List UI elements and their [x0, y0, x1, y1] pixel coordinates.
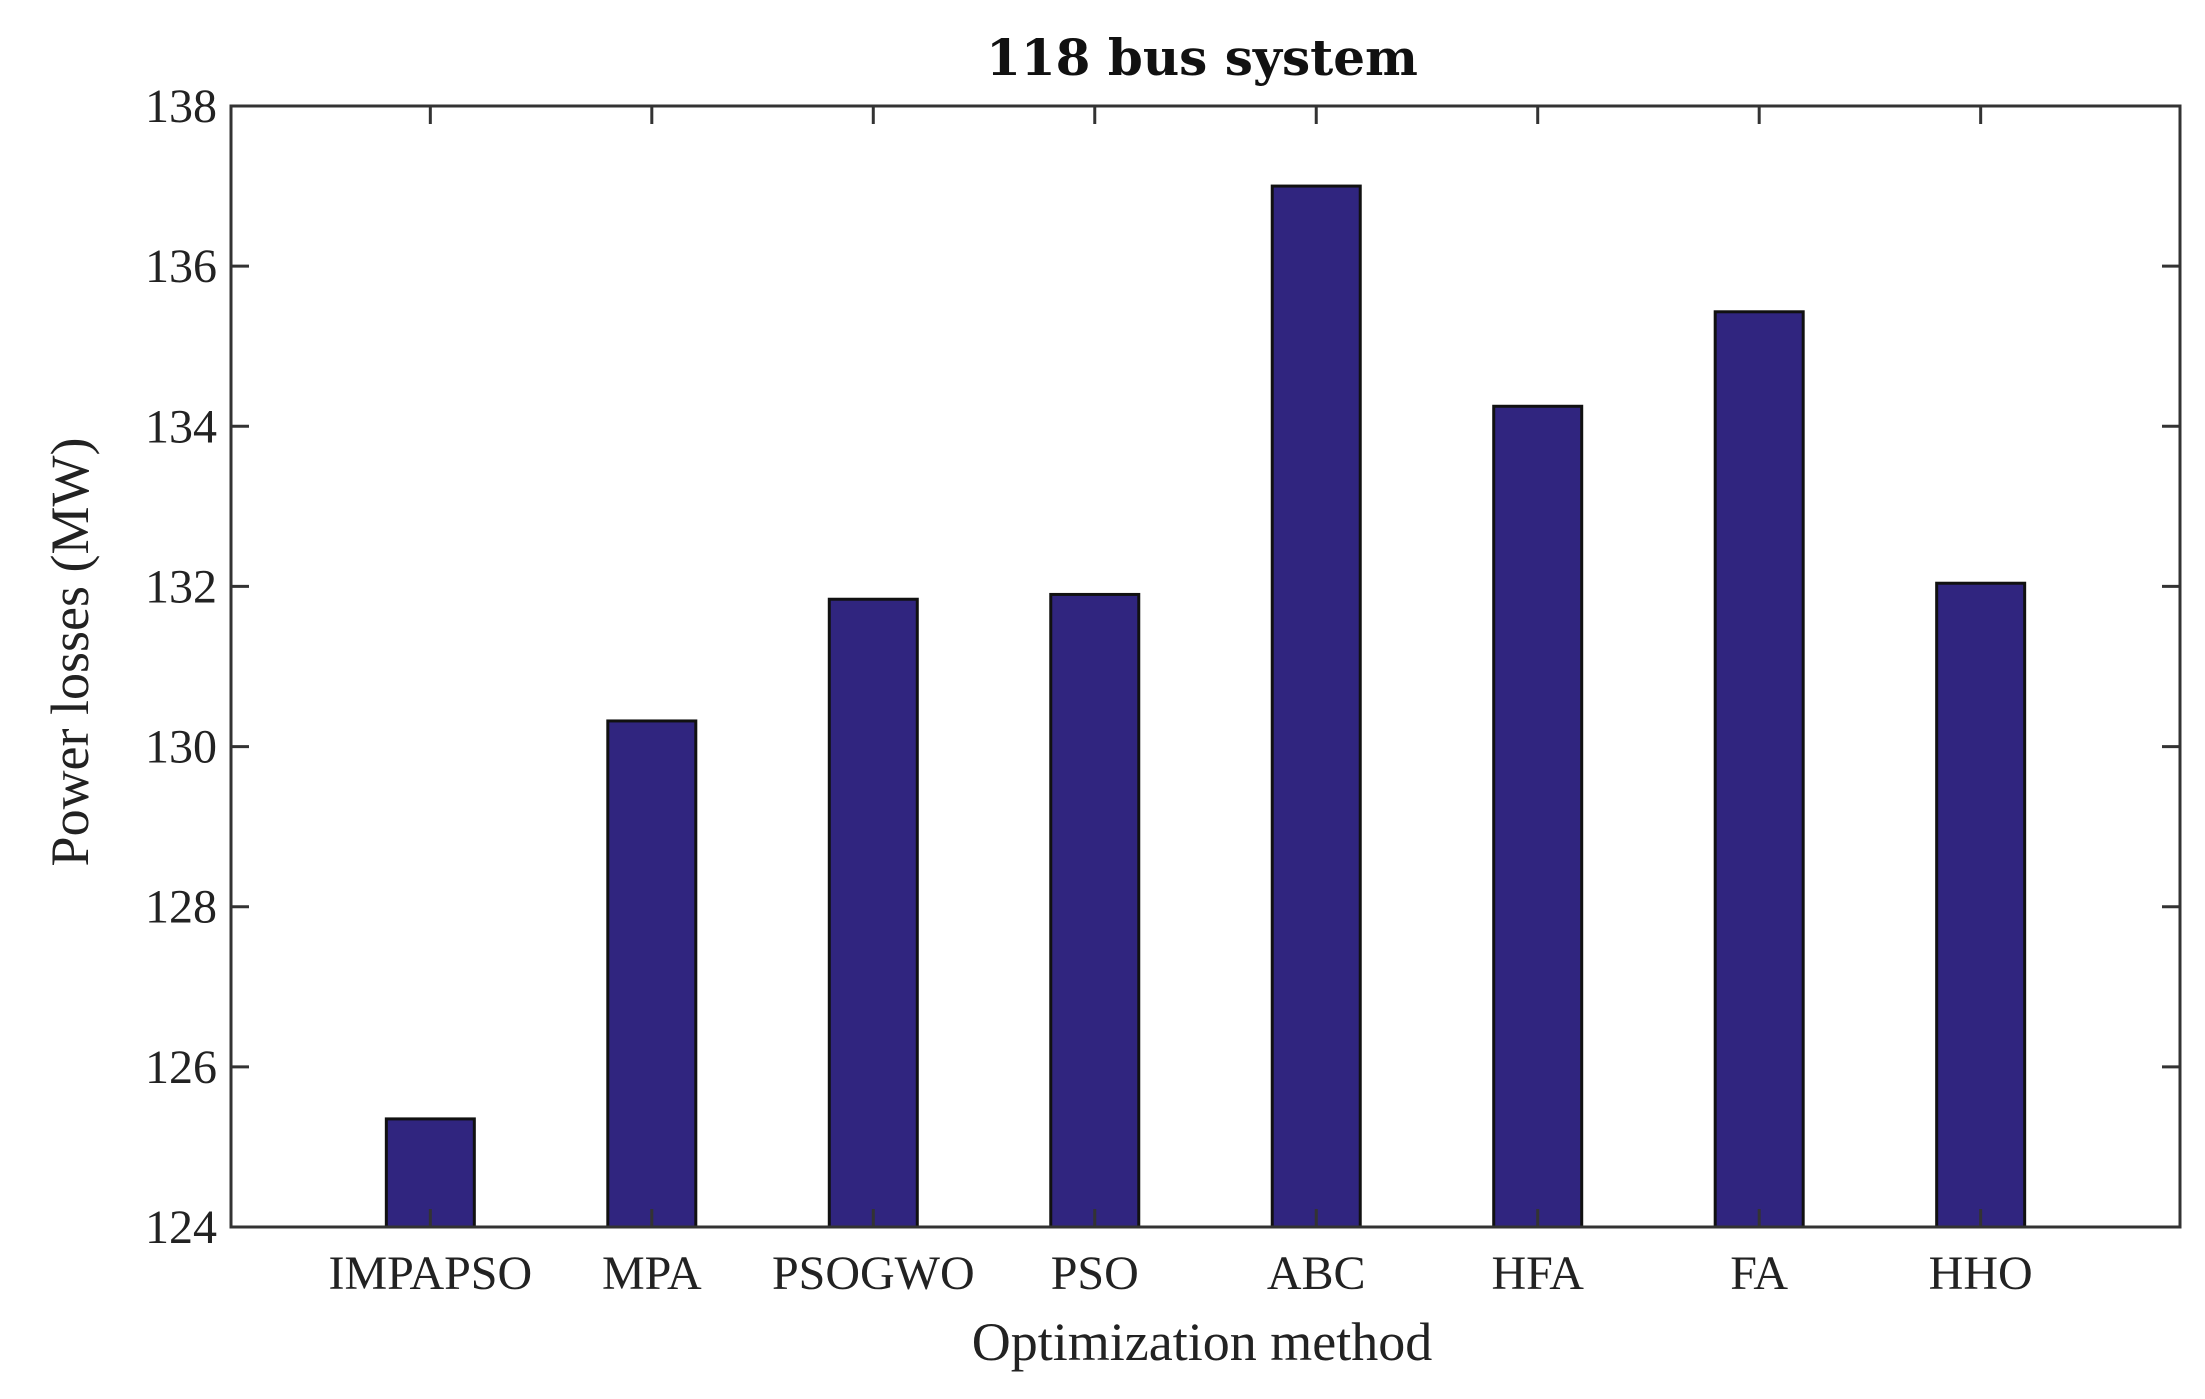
y-tick-label: 132: [145, 560, 217, 613]
y-tick-label: 128: [145, 881, 217, 934]
x-tick-label: ABC: [1267, 1247, 1366, 1300]
y-axis-label: Power losses (MW): [40, 438, 100, 867]
y-axis-ticks: 124 126 128 130 132 134 136 138: [145, 80, 2180, 1254]
bars: [384, 184, 2027, 1229]
x-tick-label: PSOGWO: [772, 1247, 975, 1300]
bar-abc: [1270, 184, 1362, 1229]
x-axis-label: Optimization method: [972, 1312, 1432, 1372]
x-tick-label: PSO: [1051, 1247, 1139, 1300]
x-tick-label: FA: [1730, 1247, 1788, 1300]
plot-frame: [229, 104, 2182, 1229]
y-tick-label: 130: [145, 721, 217, 774]
y-tick-label: 136: [145, 240, 217, 293]
x-tick-label: MPA: [602, 1247, 702, 1300]
bar-fa: [1713, 310, 1805, 1229]
y-tick-label: 126: [145, 1041, 217, 1094]
y-tick-label: 138: [145, 80, 217, 133]
x-tick-label: HHO: [1929, 1247, 2033, 1300]
x-tick-label: HFA: [1491, 1247, 1584, 1300]
x-tick-label: IMPAPSO: [328, 1247, 532, 1300]
x-axis-ticks: IMPAPSO MPA PSOGWO PSO ABC HFA FA HHO: [328, 106, 2033, 1300]
bar-mpa: [606, 719, 698, 1229]
y-tick-label: 134: [145, 400, 217, 453]
chart-title: 118 bus system: [986, 28, 1418, 87]
bar-hfa: [1492, 404, 1584, 1229]
bar-pso: [1049, 592, 1141, 1229]
bar-hho: [1935, 581, 2027, 1229]
bar-psogwo: [827, 597, 919, 1229]
y-tick-label: 124: [145, 1201, 217, 1254]
